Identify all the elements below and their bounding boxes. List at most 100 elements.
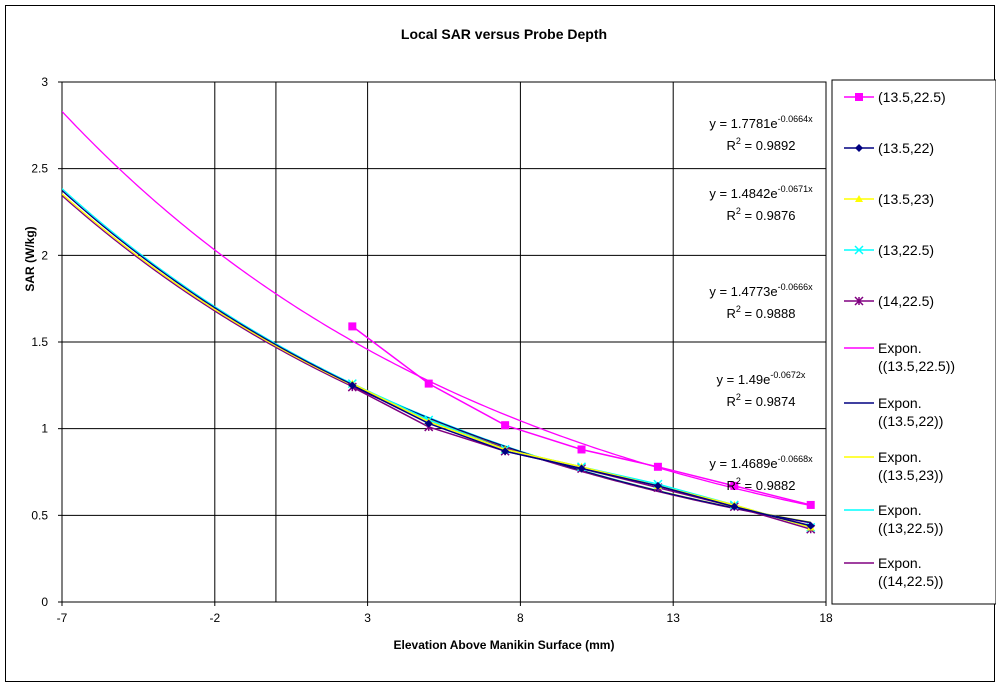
trendline-equation: y = 1.4773e-0.0666x R2 = 0.9888 <box>709 282 813 321</box>
data-point <box>653 462 662 471</box>
legend-label: (13.5,22.5) <box>878 89 946 105</box>
legend-marker-shape <box>855 93 863 101</box>
legend-item: (13,22.5) <box>844 242 934 258</box>
x-tick-label: 3 <box>364 611 371 625</box>
data-point <box>348 322 357 331</box>
legend-marker-shape <box>854 296 864 306</box>
y-axis-title: SAR (W/kg) <box>23 226 37 291</box>
data-point <box>577 445 586 454</box>
legend-marker-shape <box>854 245 864 255</box>
legend-item: Expon. ((14,22.5)) <box>844 555 943 589</box>
data-point <box>577 464 586 473</box>
x-axis-title: Elevation Above Manikin Surface (mm) <box>394 638 615 652</box>
legend-item: Expon. ((13,22.5)) <box>844 502 943 536</box>
legend-marker-shape <box>855 195 863 202</box>
equation-text: y = 1.4773e-0.0666x <box>709 282 813 299</box>
legend-marker-shape <box>855 144 863 152</box>
data-point <box>424 379 433 388</box>
data-point-shape <box>806 500 815 509</box>
trendline <box>62 195 811 524</box>
legend-item: (13.5,22) <box>844 140 934 156</box>
legend-label: Expon. <box>878 555 922 571</box>
legend-label: (14,22.5) <box>878 293 934 309</box>
legend-item: Expon. ((13.5,22)) <box>844 395 943 429</box>
data-point <box>806 500 815 509</box>
y-tick-label: 1 <box>41 422 48 436</box>
equation-text: y = 1.7781e-0.0664x <box>709 114 813 131</box>
legend-marker <box>854 296 864 306</box>
plot-area: -7 -2 3 8 13 18 0 0.5 1 1.5 2 2.5 3 y = 1.7781e-0.066… <box>31 75 833 625</box>
data-point-shape <box>501 421 510 430</box>
data-point <box>501 447 510 456</box>
trendline-equation: y = 1.4689e-0.0668x R2 = 0.9882 <box>709 454 813 493</box>
legend-label: Expon. <box>878 449 922 465</box>
legend-item: (14,22.5) <box>844 293 934 309</box>
legend-marker <box>855 195 863 202</box>
equation-text: y = 1.4842e-0.0671x <box>709 184 813 201</box>
x-tick-label: -7 <box>57 611 68 625</box>
legend-label: ((13.5,23)) <box>878 467 943 483</box>
chart-title: Local SAR versus Probe Depth <box>401 26 607 42</box>
legend-label: Expon. <box>878 395 922 411</box>
data-point-shape <box>577 464 586 473</box>
r-squared-text: R2 = 0.9874 <box>727 392 796 409</box>
data-point-shape <box>348 322 357 331</box>
x-tick-label: -2 <box>209 611 220 625</box>
data-point-shape <box>653 462 662 471</box>
data-point-shape <box>653 481 662 490</box>
x-tick-label: 13 <box>667 611 681 625</box>
legend-label: ((13.5,22)) <box>878 413 943 429</box>
legend-label: (13,22.5) <box>878 242 934 258</box>
data-point <box>501 421 510 430</box>
trendline <box>62 190 811 524</box>
trendline-equation: y = 1.49e-0.0672x R2 = 0.9874 <box>717 370 806 409</box>
legend-item: (13.5,22.5) <box>844 89 946 105</box>
r-squared-text: R2 = 0.9888 <box>727 304 796 321</box>
data-point <box>806 521 815 530</box>
data-point-shape <box>348 381 357 390</box>
y-tick-label: 2 <box>41 248 48 262</box>
legend-item: Expon. ((13.5,22.5)) <box>844 340 955 374</box>
data-point <box>730 502 739 511</box>
y-tick-label: 0.5 <box>31 508 48 522</box>
legend-box <box>831 79 996 605</box>
data-point <box>348 381 357 390</box>
r-squared-text: R2 = 0.9892 <box>727 136 796 153</box>
equation-text: y = 1.49e-0.0672x <box>717 370 806 387</box>
y-tick-label: 1.5 <box>31 335 48 349</box>
r-squared-text: R2 = 0.9876 <box>727 206 796 223</box>
legend-marker <box>855 144 863 152</box>
x-tick-label: 8 <box>517 611 524 625</box>
legend-marker <box>855 93 863 101</box>
data-point-shape <box>577 445 586 454</box>
data-point-shape <box>730 481 739 490</box>
y-tick-label: 2.5 <box>31 162 48 176</box>
trendline <box>62 188 811 523</box>
equation-text: y = 1.4689e-0.0668x <box>709 454 813 471</box>
data-point-shape <box>501 447 510 456</box>
trendline-equation: y = 1.7781e-0.0664x R2 = 0.9892 <box>709 114 813 153</box>
legend-label: ((13.5,22.5)) <box>878 358 955 374</box>
legend-label: (13.5,23) <box>878 191 934 207</box>
trendline-equation: y = 1.4842e-0.0671x R2 = 0.9876 <box>709 184 813 223</box>
data-point-shape <box>730 502 739 511</box>
y-tick-label: 3 <box>41 75 48 89</box>
legend: (13.5,22.5) (13.5,22) (13.5,23) (13,22.5) (1… <box>831 79 996 605</box>
trendline <box>62 193 811 523</box>
data-point-shape <box>424 379 433 388</box>
legend-label: (13.5,22) <box>878 140 934 156</box>
legend-item: Expon. ((13.5,23)) <box>844 449 943 483</box>
data-point <box>653 481 662 490</box>
trendline <box>62 110 811 507</box>
legend-label: Expon. <box>878 340 922 356</box>
legend-label: ((13,22.5)) <box>878 520 943 536</box>
r-squared-text: R2 = 0.9882 <box>727 476 796 493</box>
data-point-shape <box>424 419 433 428</box>
legend-item: (13.5,23) <box>844 191 934 207</box>
data-point-shape <box>806 521 815 530</box>
legend-label: Expon. <box>878 502 922 518</box>
chart-svg: Local SAR versus Probe Depth Elevation A… <box>23 26 996 652</box>
legend-marker <box>854 245 864 255</box>
data-point <box>730 481 739 490</box>
legend-label: ((14,22.5)) <box>878 573 943 589</box>
